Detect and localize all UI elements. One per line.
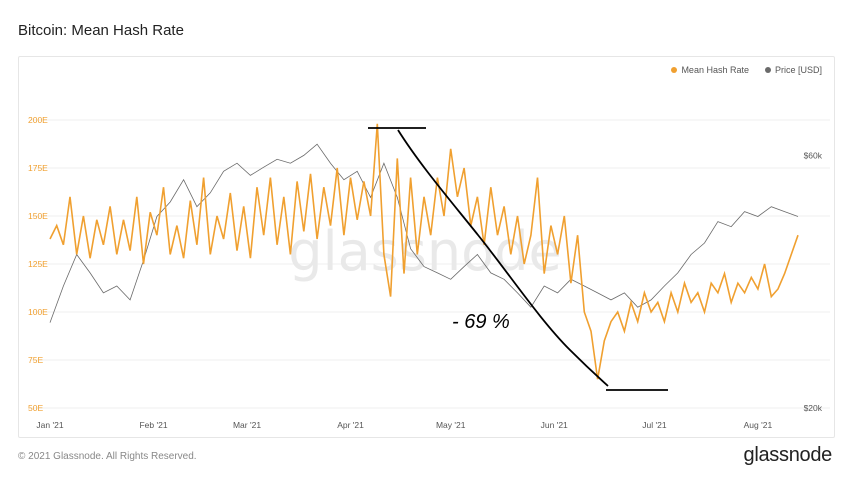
x-tick-label: Feb '21 xyxy=(139,420,167,430)
left-tick-label: 50E xyxy=(28,403,43,413)
left-tick-label: 125E xyxy=(28,259,48,269)
hand-annotations: - 69 % xyxy=(368,127,668,391)
copyright-notice: © 2021 Glassnode. All Rights Reserved. xyxy=(18,451,197,462)
x-tick-label: Mar '21 xyxy=(233,420,261,430)
legend-label-hash-rate: Mean Hash Rate xyxy=(681,65,749,75)
price-series-line xyxy=(49,143,799,323)
left-tick-label: 200E xyxy=(28,115,48,125)
glassnode-logo[interactable]: glassnode xyxy=(743,444,833,466)
grid-lines xyxy=(30,119,830,409)
legend-dot-hash-rate xyxy=(671,67,678,73)
left-tick-label: 100E xyxy=(28,307,48,317)
right-axis-ticks: $20k $60k xyxy=(804,150,823,413)
x-tick-label: Jun '21 xyxy=(541,420,568,430)
legend-item-price[interactable]: Price [USD] xyxy=(764,65,822,75)
legend-item-hash-rate[interactable]: Mean Hash Rate xyxy=(671,65,749,75)
chart-legend: Mean Hash Rate Price [USD] xyxy=(671,65,822,75)
left-tick-label: 150E xyxy=(28,211,48,221)
left-tick-label: 75E xyxy=(28,355,43,365)
right-tick-label: $60k xyxy=(804,150,823,160)
x-tick-label: Aug '21 xyxy=(744,420,773,430)
right-tick-label: $20k xyxy=(804,403,823,413)
legend-dot-price xyxy=(764,67,771,73)
x-tick-label: Jan '21 xyxy=(36,420,63,430)
hash-rate-series-line xyxy=(49,123,799,380)
x-tick-label: Jul '21 xyxy=(642,420,667,430)
glassnode-watermark: glassnode xyxy=(288,220,561,283)
page-title: Bitcoin: Mean Hash Rate xyxy=(18,22,184,39)
x-axis-ticks: Jan '21 Feb '21 Mar '21 Apr '21 May '21 Jun '… xyxy=(36,420,772,430)
annotation-percent-label: - 69 % xyxy=(452,311,510,333)
legend-label-price: Price [USD] xyxy=(774,65,822,75)
left-axis-ticks: 50E 75E 100E 125E 150E 175E 200E xyxy=(28,115,48,413)
annotation-drop-curve xyxy=(397,129,609,387)
x-tick-label: Apr '21 xyxy=(337,420,364,430)
left-tick-label: 175E xyxy=(28,163,48,173)
x-tick-label: May '21 xyxy=(436,420,466,430)
